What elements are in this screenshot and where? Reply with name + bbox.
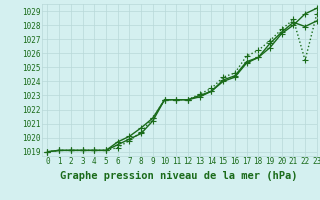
X-axis label: Graphe pression niveau de la mer (hPa): Graphe pression niveau de la mer (hPa) [60,171,298,181]
